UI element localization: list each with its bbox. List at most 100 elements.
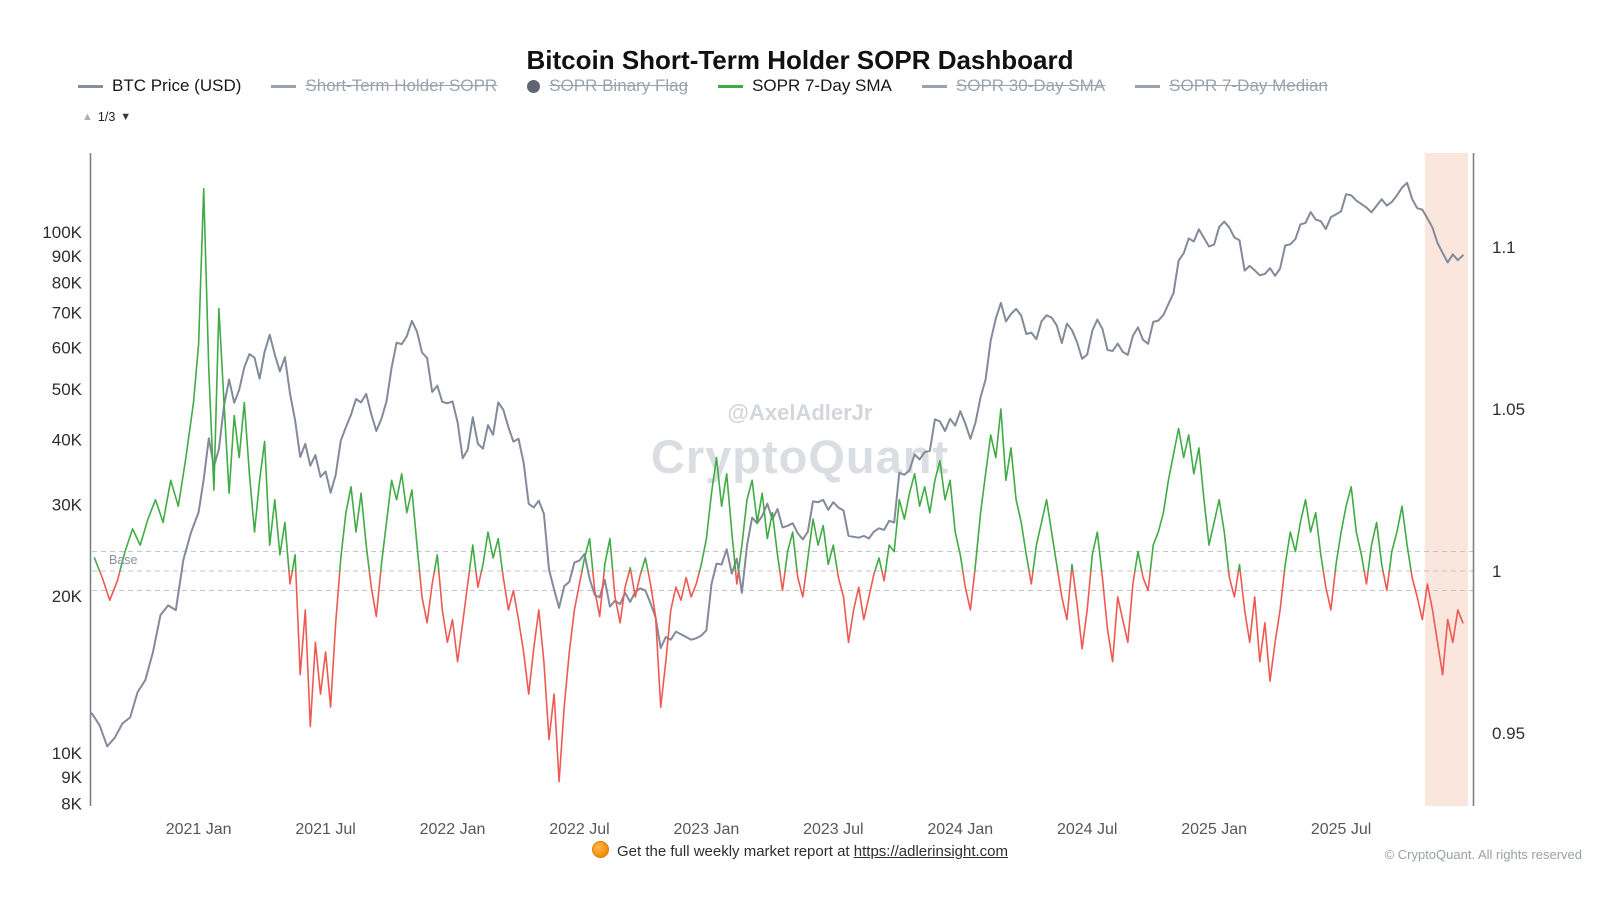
sopr-7d-sma-line xyxy=(480,531,504,572)
legend-item-sopr-7d-median[interactable]: SOPR 7-Day Median xyxy=(1135,76,1328,96)
y-left-tick-label: 10K xyxy=(52,744,83,763)
y-right-tick-label: 1.05 xyxy=(1492,400,1525,419)
legend-item-sopr-binary-flag[interactable]: SOPR Binary Flag xyxy=(527,76,688,96)
sopr-7d-sma-line xyxy=(98,570,121,602)
line-marker-icon xyxy=(1135,84,1161,88)
sopr-7d-sma-line xyxy=(805,518,839,572)
legend-item-sopr-30d-sma[interactable]: SOPR 30-Day SMA xyxy=(921,76,1106,96)
sopr-7d-sma-line xyxy=(640,557,649,572)
sopr-7d-sma-line xyxy=(1367,521,1384,572)
y-left-tick-label: 20K xyxy=(52,587,83,606)
sopr-7d-sma-line xyxy=(501,570,583,783)
x-tick-label: 2021 Jul xyxy=(295,821,356,838)
x-tick-label: 2022 Jul xyxy=(549,821,610,838)
footer-report-line: Get the full weekly market report at htt… xyxy=(0,841,1600,860)
sopr-7d-sma-line xyxy=(647,570,701,708)
x-tick-label: 2022 Jan xyxy=(420,821,486,838)
sopr-7d-sma-line xyxy=(1134,550,1143,572)
sopr-7d-sma-line xyxy=(628,566,632,572)
y-left-tick-label: 70K xyxy=(52,304,83,323)
legend-item-sth-sopr[interactable]: Short-Term Holder SOPR xyxy=(271,76,497,96)
sopr-7d-sma-line xyxy=(1283,498,1325,572)
highlight-region xyxy=(1424,153,1468,806)
y-left-tick-label: 80K xyxy=(52,273,83,292)
sopr-7d-sma-line xyxy=(1072,570,1092,650)
sopr-7d-sma-line xyxy=(1056,570,1073,621)
sopr-7d-sma-line xyxy=(433,553,440,572)
sopr-7d-sma-line xyxy=(379,472,421,572)
sopr-7d-sma-line xyxy=(611,570,631,624)
legend-item-sopr-7d-sma[interactable]: SOPR 7-Day SMA xyxy=(718,76,892,96)
sopr-7d-sma-line xyxy=(368,570,382,618)
y-right-tick-label: 0.95 xyxy=(1492,724,1525,743)
sopr-7d-sma-line xyxy=(1028,570,1034,585)
sopr-7d-sma-line xyxy=(437,570,471,663)
sopr-7d-sma-line xyxy=(1239,570,1286,683)
x-tick-label: 2025 Jan xyxy=(1181,821,1247,838)
report-link[interactable]: https://adlerinsight.com xyxy=(853,843,1009,860)
x-tick-label: 2025 Jul xyxy=(1311,821,1372,838)
sopr-7d-sma-line xyxy=(1363,570,1369,585)
x-tick-label: 2024 Jan xyxy=(927,821,993,838)
y-left-tick-label: 30K xyxy=(52,495,83,514)
sopr-7d-sma-line xyxy=(1237,563,1241,572)
legend-label: SOPR 7-Day SMA xyxy=(752,76,892,95)
sopr-7d-sma-line xyxy=(973,408,1030,572)
pager-up-icon[interactable]: ▲ xyxy=(82,111,93,123)
sopr-7d-sma-line xyxy=(1141,570,1152,592)
sopr-7d-sma-line xyxy=(874,557,883,572)
chart-pager: ▲ 1/3 ▼ xyxy=(82,110,131,124)
line-marker-icon xyxy=(718,84,744,88)
sopr-7d-sma-line xyxy=(418,570,436,624)
sopr-7d-sma-line xyxy=(1388,505,1412,572)
sopr-7d-sma-line xyxy=(1322,570,1337,611)
sopr-7d-sma-line xyxy=(884,459,964,572)
sopr-7d-sma-line xyxy=(468,544,477,572)
sopr-7d-sma-line xyxy=(1382,570,1391,592)
legend-label: SOPR Binary Flag xyxy=(549,76,689,95)
legend-label: SOPR 30-Day SMA xyxy=(955,76,1106,95)
sopr-7d-sma-line xyxy=(734,570,740,585)
base-line-label: Base xyxy=(109,553,138,567)
sopr-7d-sma-line xyxy=(1070,563,1074,572)
y-left-tick-label: 50K xyxy=(52,380,83,399)
btc-price-line xyxy=(91,181,1464,748)
y-left-tick-label: 9K xyxy=(61,768,82,787)
legend-label: Short-Term Holder SOPR xyxy=(305,76,498,95)
chart-legend: BTC Price (USD) Short-Term Holder SOPR S… xyxy=(78,76,1328,96)
line-marker-icon xyxy=(921,84,947,88)
y-left-tick-label: 90K xyxy=(52,247,83,266)
x-tick-label: 2023 Jul xyxy=(803,821,864,838)
sopr-7d-sma-line xyxy=(581,537,594,572)
sopr-7d-sma-line xyxy=(881,570,887,582)
legend-label: BTC Price (USD) xyxy=(112,76,242,95)
y-left-tick-label: 100K xyxy=(42,223,82,242)
sopr-7d-sma-line xyxy=(784,531,798,572)
sopr-7d-sma-line xyxy=(698,456,737,572)
sopr-7d-sma-line xyxy=(1100,570,1136,663)
line-marker-icon xyxy=(271,84,297,88)
sopr-7d-sma-line xyxy=(629,570,643,598)
legend-label: SOPR 7-Day Median xyxy=(1169,76,1328,95)
sopr-7d-sma-line xyxy=(1334,485,1365,572)
sopr-7d-sma-line xyxy=(603,537,614,572)
y-left-tick-label: 40K xyxy=(52,430,83,449)
x-tick-label: 2024 Jul xyxy=(1057,821,1118,838)
sopr-7d-sma-line xyxy=(961,570,976,611)
orange-circle-icon xyxy=(591,841,609,858)
legend-item-btc-price[interactable]: BTC Price (USD) xyxy=(78,76,241,96)
y-right-tick-label: 1 xyxy=(1492,562,1501,581)
circle-marker-icon xyxy=(527,79,541,93)
sopr-7d-sma-line xyxy=(1090,531,1103,572)
pager-down-icon[interactable]: ▼ xyxy=(120,111,132,123)
y-left-tick-label: 60K xyxy=(52,339,83,358)
sopr-7d-sma-line xyxy=(591,570,606,618)
sopr-7d-sma-line xyxy=(1227,570,1240,598)
sopr-7d-sma-line xyxy=(288,570,294,585)
sopr-7d-sma-line xyxy=(291,553,297,572)
sopr-7d-sma-line xyxy=(1149,427,1230,572)
pager-count: 1/3 xyxy=(97,110,116,124)
sopr-7d-sma-line xyxy=(778,570,786,592)
sopr-7d-sma-line xyxy=(93,557,101,572)
